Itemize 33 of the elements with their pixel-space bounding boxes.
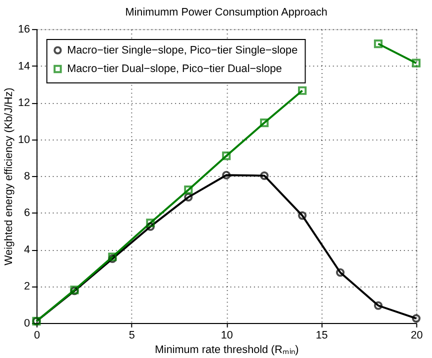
point <box>184 186 193 194</box>
y-tick-label: 6 <box>24 207 30 220</box>
point <box>374 301 383 310</box>
point <box>260 171 269 180</box>
chart-title: Minimumm Power Consumption Approach <box>125 6 328 18</box>
y-tick-label: 12 <box>18 97 30 110</box>
y-tick-label: 0 <box>24 317 30 330</box>
legend-label: Macro−tier Single−slope, Pico−tier Single−slope <box>67 44 298 56</box>
point <box>260 118 269 128</box>
legend-label: Macro−tier Dual−slope, Pico−tier Dual−slope <box>67 62 282 75</box>
y-tick-label: 8 <box>24 170 30 182</box>
y-tick-label: 4 <box>24 244 30 256</box>
point <box>222 170 231 180</box>
point <box>146 218 155 228</box>
point <box>336 268 345 277</box>
point <box>412 58 421 68</box>
point <box>298 86 307 95</box>
y-tick-label: 2 <box>24 280 30 293</box>
y-tick-label: 14 <box>18 60 30 72</box>
point <box>184 192 193 202</box>
x-tick-label: 10 <box>220 329 233 342</box>
y-tick-label: 10 <box>18 134 30 146</box>
x-axis-title: Minimum rate threshold (Rₘᵢₙ) <box>154 344 299 356</box>
y-axis-title: Weighted energy efficiency (Kb/J/Hz) <box>3 88 16 266</box>
point <box>298 211 307 220</box>
x-tick-label: 15 <box>316 329 328 342</box>
point <box>146 222 155 231</box>
x-tick-label: 5 <box>128 329 135 342</box>
y-tick-label: 16 <box>18 24 30 36</box>
point <box>222 152 231 160</box>
point <box>374 39 383 48</box>
x-tick-label: 20 <box>410 329 423 342</box>
x-tick-label: 0 <box>34 329 40 342</box>
